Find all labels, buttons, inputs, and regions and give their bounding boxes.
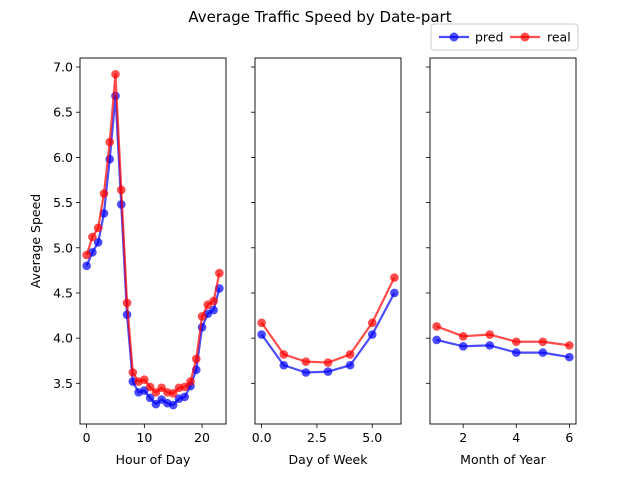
- data-point-real: [323, 358, 333, 367]
- chart-title: Average Traffic Speed by Date-part: [188, 8, 451, 26]
- panel-3: 2 4 6 Month of Year: [426, 57, 577, 467]
- data-point-pred: [93, 238, 103, 247]
- x-tick-label: 10: [136, 430, 152, 445]
- axes-frame: [79, 57, 227, 425]
- x-axis-label: Day of Week: [289, 452, 369, 467]
- legend-frame: [430, 23, 579, 51]
- data-point-real: [99, 189, 109, 198]
- data-point-pred: [538, 348, 548, 357]
- data-point-pred: [565, 352, 574, 362]
- data-point-real: [511, 337, 521, 347]
- x-tick-label: 5.0: [362, 430, 382, 445]
- data-point-real: [565, 341, 574, 350]
- data-point-real: [257, 318, 266, 328]
- data-point-pred: [485, 341, 495, 350]
- data-point-pred: [323, 367, 333, 376]
- legend: pred real: [430, 23, 579, 51]
- series-line-real: [436, 325, 570, 347]
- data-point-real: [458, 332, 468, 341]
- data-point-pred: [432, 335, 441, 345]
- data-point-real: [88, 232, 97, 242]
- x-tick-label: 2.5: [307, 430, 327, 445]
- data-point-real: [180, 382, 190, 392]
- x-tick-label: 4: [512, 430, 520, 445]
- data-point-real: [128, 368, 138, 377]
- y-tick-label: 5.0: [53, 240, 73, 255]
- data-point-real: [116, 185, 126, 195]
- axes-frame: [254, 57, 402, 425]
- x-tick-label: 0.0: [252, 430, 272, 445]
- legend-pred-marker: [449, 32, 459, 42]
- data-point-real: [367, 318, 377, 328]
- data-point-real: [151, 388, 161, 397]
- y-tick-label: 6.0: [53, 150, 73, 165]
- data-point-real: [93, 223, 103, 233]
- y-tick-label: 7.0: [53, 60, 73, 75]
- data-point-real: [215, 268, 224, 278]
- data-point-pred: [345, 360, 355, 370]
- data-point-real: [157, 383, 166, 393]
- data-point-real: [390, 273, 399, 282]
- data-point-pred: [151, 399, 161, 409]
- data-point-pred: [168, 400, 178, 410]
- panel-2: 0.0 2.5 5.0 Day of Week: [251, 57, 402, 467]
- x-tick-label: 20: [194, 430, 210, 445]
- data-point-pred: [458, 341, 468, 351]
- x-tick-label: 0: [83, 430, 91, 445]
- data-point-pred: [145, 393, 155, 403]
- y-tick-label: 6.5: [53, 105, 73, 120]
- data-point-real: [145, 382, 155, 392]
- legend-real-marker: [520, 32, 530, 42]
- y-tick-label: 4.5: [53, 285, 73, 300]
- data-point-pred: [82, 261, 91, 271]
- y-tick-label: 5.5: [53, 195, 73, 210]
- data-point-pred: [257, 330, 266, 339]
- data-point-real: [186, 377, 195, 386]
- data-point-pred: [511, 348, 521, 357]
- data-point-real: [197, 312, 207, 321]
- data-point-real: [82, 250, 91, 260]
- data-point-pred: [180, 392, 190, 402]
- data-point-real: [485, 330, 495, 339]
- data-point-real: [191, 354, 201, 364]
- legend-pred-label: pred: [475, 30, 503, 45]
- data-point-real: [432, 322, 441, 331]
- y-axis-label: Average Speed: [28, 194, 43, 289]
- y-tick-label: 4.0: [53, 331, 73, 346]
- data-point-pred: [209, 305, 218, 315]
- data-point-real: [111, 69, 120, 79]
- data-point-real: [140, 375, 149, 385]
- x-axis-label: Hour of Day: [116, 452, 191, 467]
- data-point-real: [538, 337, 548, 347]
- x-tick-label: 6: [565, 430, 573, 445]
- y-tick-label: 3.5: [53, 376, 73, 391]
- x-tick-label: 2: [459, 430, 467, 445]
- data-point-real: [301, 357, 311, 366]
- data-point-pred: [279, 360, 289, 370]
- data-point-real: [279, 350, 289, 359]
- data-point-real: [105, 137, 115, 147]
- axes-frame: [429, 57, 577, 425]
- data-point-pred: [301, 368, 311, 377]
- legend-real-label: real: [547, 30, 571, 45]
- data-point-real: [345, 350, 355, 359]
- data-point-real: [168, 388, 178, 398]
- x-axis-label: Month of Year: [460, 452, 546, 467]
- data-point-real: [209, 296, 218, 306]
- data-point-pred: [367, 330, 377, 339]
- data-point-real: [122, 298, 132, 308]
- series-line-pred: [436, 338, 570, 359]
- data-point-pred: [390, 288, 399, 298]
